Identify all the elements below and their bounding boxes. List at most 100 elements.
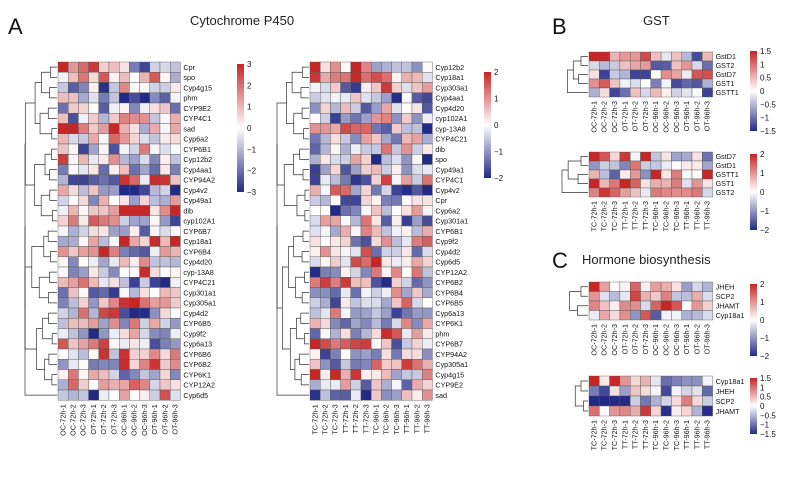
heatmap-cell	[588, 51, 600, 62]
heatmap-cell	[57, 195, 69, 206]
heatmap-cell	[309, 143, 321, 155]
heatmap-cell	[330, 133, 341, 145]
column-label: OC-96h-2	[662, 324, 671, 356]
heatmap-cell	[630, 87, 641, 98]
heatmap-cell	[129, 205, 140, 216]
heatmap-cell	[320, 113, 331, 124]
heatmap-cell	[609, 310, 621, 321]
heatmap-cell	[159, 328, 171, 339]
heatmap-cell	[391, 328, 403, 339]
heatmap-cell	[660, 78, 672, 89]
heatmap-cell	[67, 113, 79, 124]
heatmap-cell	[67, 102, 79, 114]
heatmap-cell	[149, 215, 161, 227]
colorbar-tick: −1	[760, 114, 770, 123]
heatmap-cell	[422, 184, 433, 196]
dendrogram-branch	[24, 226, 57, 396]
heatmap-cell	[330, 246, 341, 257]
heatmap-cell	[702, 300, 713, 311]
row-label: SCP2	[716, 292, 735, 301]
heatmap-cell	[169, 359, 181, 370]
heatmap-cell	[98, 348, 110, 360]
heatmap-cell	[681, 169, 693, 180]
heatmap-cell	[411, 287, 423, 298]
colorbar-tick: −1	[247, 145, 257, 154]
heatmap-cell	[88, 225, 99, 237]
heatmap-cell	[422, 328, 433, 339]
heatmap-cell	[309, 133, 321, 145]
heatmap-cell	[98, 307, 110, 319]
heatmap-cell	[108, 328, 120, 339]
heatmap-cell	[401, 123, 413, 134]
heatmap-cell	[159, 215, 171, 227]
heatmap-cell	[320, 266, 331, 278]
title-hormone: Hormone biosynthesis	[582, 252, 711, 267]
heatmap-cell	[57, 174, 69, 186]
heatmap-cell	[360, 307, 372, 319]
heatmap-cell	[320, 123, 331, 134]
colorbar-tick: −2	[760, 352, 770, 361]
column-label: TC-96h-2	[382, 404, 391, 434]
heatmap-cell	[118, 277, 130, 288]
heatmap-cell	[619, 178, 631, 189]
heatmap-cell	[320, 143, 331, 155]
dendrogram-branch	[574, 385, 584, 407]
column-label: TC-96h-3	[672, 201, 681, 231]
heatmap-cell	[98, 287, 110, 298]
heatmap-cell	[330, 287, 341, 298]
heatmap-cell	[401, 246, 413, 257]
heatmap-group: CprspoCyp4g15phmCYP9E2CYP4C1sadCyp6a2CYP…	[24, 47, 776, 450]
heatmap-cell	[330, 338, 341, 350]
heatmap-cell	[129, 215, 140, 227]
column-label: TT-72h-2	[351, 404, 360, 433]
heatmap-cell	[411, 154, 423, 165]
heatmap-cell	[350, 359, 362, 370]
heatmap-cell	[401, 379, 413, 391]
heatmap-cell	[630, 60, 641, 71]
column-label: OC-96h-3	[672, 101, 681, 133]
heatmap-cell	[340, 174, 352, 186]
heatmap-cell	[381, 297, 392, 309]
dendrogram-branch	[38, 276, 50, 299]
heatmap-cell	[422, 297, 433, 309]
heatmap-cell	[88, 318, 99, 329]
dendrogram-branch	[577, 174, 588, 184]
heatmap-cell	[360, 61, 372, 73]
dendrogram-branch	[283, 164, 297, 206]
heatmap-cell	[588, 60, 600, 71]
heatmap-cell	[422, 359, 433, 370]
column-label: OC-96h-1	[651, 101, 660, 133]
heatmap-cell	[340, 133, 352, 145]
heatmap-cell	[609, 69, 621, 80]
heatmap-cell	[78, 297, 89, 309]
row-label: spo	[435, 155, 447, 164]
row-label: Cyp4aa1	[183, 165, 212, 174]
heatmap-cell	[691, 300, 703, 311]
heatmap-cell	[88, 102, 99, 114]
heatmap-cell	[609, 281, 621, 292]
heatmap-cell	[139, 256, 151, 268]
heatmap-cell	[401, 287, 413, 298]
heatmap-cell	[149, 379, 161, 391]
heatmap-cell	[98, 297, 110, 309]
heatmap-cell	[640, 178, 652, 189]
heatmap-cell	[381, 318, 392, 329]
heatmap-cell	[691, 169, 703, 180]
heatmap-cell	[159, 287, 171, 298]
heatmap-cell	[350, 328, 362, 339]
row-label: Cyp6a2	[183, 135, 208, 144]
heatmap-a1: CprspoCyp4g15phmCYP9E2CYP4C1sadCyp6a2CYP…	[24, 60, 257, 436]
heatmap-cell	[149, 318, 161, 329]
colorbar	[750, 51, 757, 131]
heatmap-cell	[391, 348, 403, 360]
row-label: Cyp12b2	[183, 155, 212, 164]
heatmap-cell	[118, 143, 130, 155]
heatmap-cell	[330, 266, 341, 278]
heatmap-cell	[67, 72, 79, 83]
heatmap-cell	[381, 154, 392, 165]
heatmap-cell	[681, 395, 693, 407]
column-label: OT-72h-1	[620, 324, 629, 354]
heatmap-cell	[139, 348, 151, 360]
heatmap-cell	[159, 277, 171, 288]
column-label: OT-96h-3	[703, 324, 712, 354]
